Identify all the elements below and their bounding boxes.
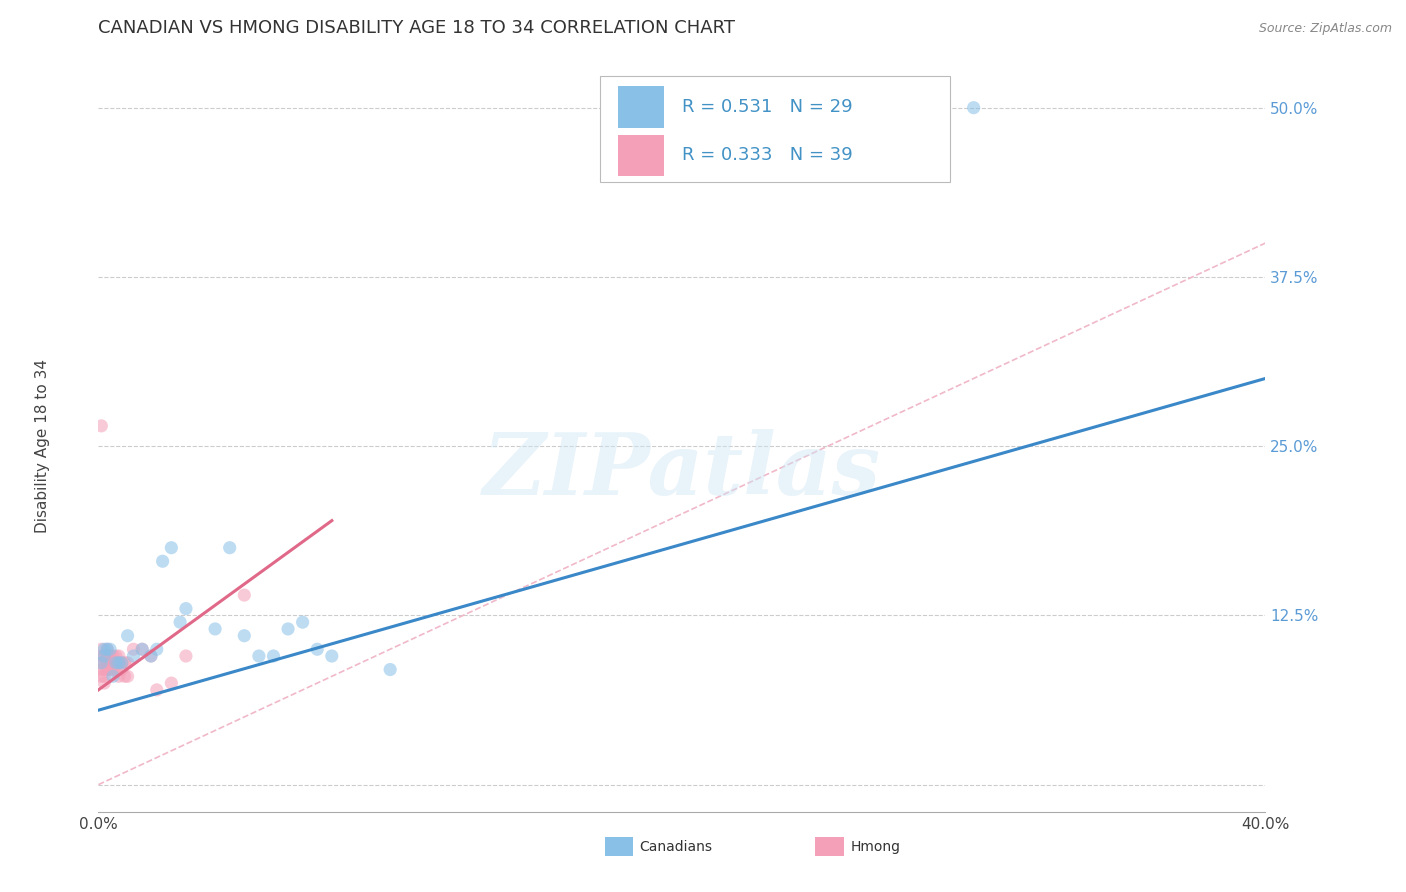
Text: Canadians: Canadians: [640, 839, 713, 854]
Point: [111, 656, 134, 670]
Bar: [617, 87, 665, 128]
Point: [204, 622, 226, 636]
Point: [90, 656, 112, 670]
Point: [90, 669, 112, 683]
Point: [101, 663, 124, 677]
Point: [160, 541, 183, 555]
Point: [108, 656, 131, 670]
Point: [93, 648, 115, 663]
Text: R = 0.531   N = 29: R = 0.531 N = 29: [682, 98, 852, 116]
Point: [247, 648, 270, 663]
Point: [96, 642, 118, 657]
Point: [111, 656, 134, 670]
Point: [93, 676, 115, 690]
Point: [104, 656, 127, 670]
Point: [291, 615, 314, 630]
Point: [117, 669, 139, 683]
Point: [90, 663, 112, 677]
Point: [96, 663, 118, 677]
Point: [93, 663, 115, 677]
Point: [101, 669, 124, 683]
Point: [146, 642, 169, 657]
Point: [98, 663, 121, 677]
Point: [93, 642, 115, 657]
Point: [169, 615, 191, 630]
Point: [174, 601, 197, 615]
Text: R = 0.333   N = 39: R = 0.333 N = 39: [682, 146, 852, 164]
Point: [139, 648, 162, 663]
Text: Disability Age 18 to 34: Disability Age 18 to 34: [35, 359, 49, 533]
Point: [104, 648, 127, 663]
Text: Hmong: Hmong: [851, 839, 901, 854]
Point: [108, 656, 131, 670]
Point: [117, 656, 139, 670]
Point: [307, 642, 329, 657]
Point: [233, 588, 256, 602]
Point: [93, 656, 115, 670]
Text: Source: ZipAtlas.com: Source: ZipAtlas.com: [1258, 22, 1392, 36]
Point: [101, 648, 124, 663]
Point: [152, 554, 174, 568]
Point: [262, 648, 284, 663]
Point: [146, 682, 169, 697]
Bar: [617, 135, 665, 177]
Point: [93, 648, 115, 663]
Point: [380, 663, 402, 677]
Point: [114, 656, 136, 670]
Point: [131, 642, 153, 657]
Text: ZIPatlas: ZIPatlas: [482, 429, 882, 512]
Point: [277, 622, 299, 636]
Point: [90, 418, 112, 433]
Point: [96, 648, 118, 663]
Point: [98, 648, 121, 663]
Point: [104, 656, 127, 670]
Point: [122, 648, 145, 663]
Point: [139, 648, 162, 663]
Point: [233, 629, 256, 643]
Point: [101, 656, 124, 670]
Point: [96, 656, 118, 670]
Point: [122, 642, 145, 657]
FancyBboxPatch shape: [600, 77, 950, 183]
Point: [93, 669, 115, 683]
Point: [98, 642, 121, 657]
Point: [90, 642, 112, 657]
Point: [131, 642, 153, 657]
Point: [160, 676, 183, 690]
Point: [117, 629, 139, 643]
Point: [174, 648, 197, 663]
Point: [321, 648, 343, 663]
Point: [962, 101, 984, 115]
Point: [90, 648, 112, 663]
Point: [108, 648, 131, 663]
Point: [114, 669, 136, 683]
Point: [111, 663, 134, 677]
Point: [104, 663, 127, 677]
Text: CANADIAN VS HMONG DISABILITY AGE 18 TO 34 CORRELATION CHART: CANADIAN VS HMONG DISABILITY AGE 18 TO 3…: [98, 19, 735, 37]
Point: [98, 656, 121, 670]
Point: [218, 541, 240, 555]
Point: [108, 669, 131, 683]
Point: [96, 642, 118, 657]
Point: [90, 656, 112, 670]
